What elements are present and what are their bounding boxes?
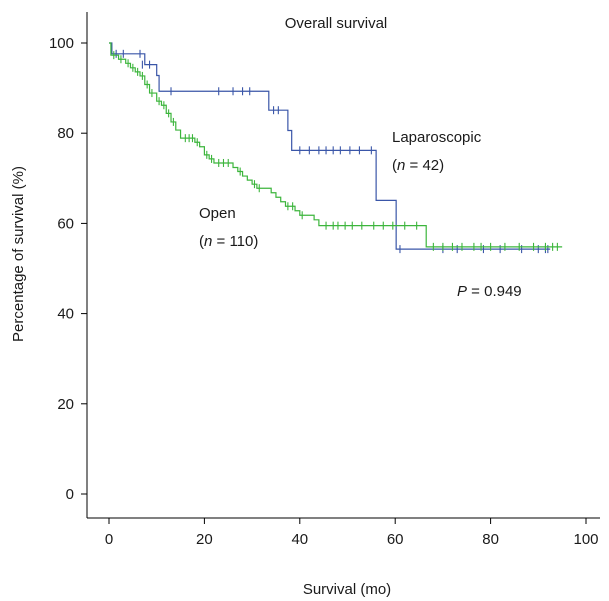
series-label-open: Open	[199, 205, 236, 222]
y-tick-label: 80	[57, 125, 74, 142]
curves	[109, 42, 563, 254]
y-tick-label: 60	[57, 215, 74, 232]
x-tick-label: 40	[291, 531, 308, 548]
series-n-open: (n = 110)	[199, 233, 258, 250]
x-tick-label: 20	[196, 531, 213, 548]
series-label-laparoscopic: Laparoscopic	[392, 129, 482, 146]
ticks: 0 20 40 60 80 100 0 20 40 60 80 100	[49, 35, 599, 548]
y-tick-label: 0	[66, 486, 74, 503]
x-tick-label: 60	[387, 531, 404, 548]
x-axis-title: Survival (mo)	[303, 581, 391, 598]
y-axis-title: Percentage of survival (%)	[10, 166, 27, 342]
y-tick-label: 100	[49, 35, 74, 52]
series-n-laparoscopic: (n = 42)	[392, 157, 444, 174]
p-value-annotation: P = 0.949	[457, 283, 522, 300]
axes	[86, 12, 600, 519]
x-tick-label: 100	[573, 531, 598, 548]
survival-curve-open	[109, 42, 563, 248]
survival-curve-laparoscopic	[109, 42, 551, 250]
x-tick-label: 0	[105, 531, 113, 548]
x-tick-label: 80	[482, 531, 499, 548]
y-tick-label: 20	[57, 396, 74, 413]
chart-title: Overall survival	[285, 15, 388, 32]
y-tick-label: 40	[57, 306, 74, 323]
chart-texts: Overall survival Survival (mo) Percentag…	[10, 15, 522, 598]
